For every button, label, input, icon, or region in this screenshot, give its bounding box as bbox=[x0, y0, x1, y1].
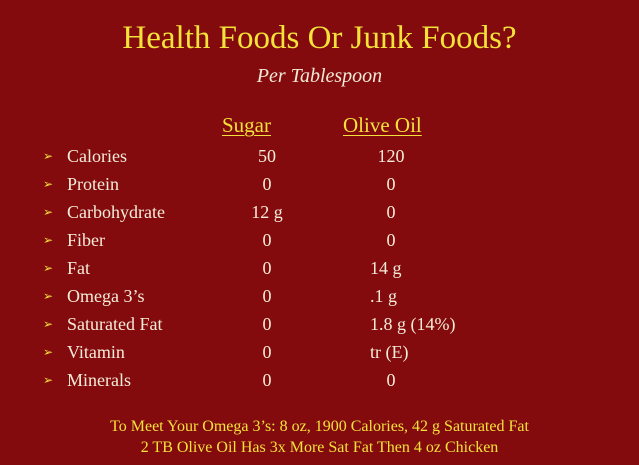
row-label: Vitamin bbox=[67, 342, 125, 362]
row-label: Carbohydrate bbox=[67, 202, 165, 222]
arrow-bullet-icon: ➢ bbox=[43, 345, 54, 359]
arrow-bullet-icon: ➢ bbox=[43, 177, 54, 191]
sugar-value: 0 bbox=[262, 230, 272, 250]
arrow-bullet-icon: ➢ bbox=[43, 233, 54, 247]
olive-oil-value: tr (E) bbox=[370, 342, 409, 362]
sugar-value: 0 bbox=[262, 342, 272, 362]
row-label: Calories bbox=[67, 146, 127, 166]
olive-oil-value: 120 bbox=[377, 146, 405, 166]
table-row: ➢ Fiber 0 0 bbox=[0, 226, 639, 254]
arrow-bullet-icon: ➢ bbox=[43, 289, 54, 303]
arrow-bullet-icon: ➢ bbox=[43, 317, 54, 331]
olive-oil-value: 1.8 g (14%) bbox=[370, 314, 456, 334]
arrow-bullet-icon: ➢ bbox=[43, 205, 54, 219]
table-row: ➢ Omega 3’s 0 .1 g bbox=[0, 282, 639, 310]
olive-oil-value: 0 bbox=[386, 230, 396, 250]
slide-title: Health Foods Or Junk Foods? bbox=[122, 20, 517, 56]
slide-subtitle: Per Tablespoon bbox=[256, 65, 383, 87]
arrow-bullet-icon: ➢ bbox=[43, 261, 54, 275]
row-label: Protein bbox=[67, 174, 119, 194]
table-row: ➢ Saturated Fat 0 1.8 g (14%) bbox=[0, 310, 639, 338]
table-row: ➢ Vitamin 0 tr (E) bbox=[0, 338, 639, 366]
row-label: Fat bbox=[67, 258, 91, 278]
footer-line-comparison: 2 TB Olive Oil Has 3x More Sat Fat Then … bbox=[140, 439, 499, 456]
row-label: Saturated Fat bbox=[67, 314, 163, 334]
olive-oil-value: 0 bbox=[386, 202, 396, 222]
column-header-olive-oil: Olive Oil bbox=[343, 113, 422, 137]
row-label: Minerals bbox=[67, 370, 131, 390]
footer-line-omega: To Meet Your Omega 3’s: 8 oz, 1900 Calor… bbox=[110, 418, 529, 435]
table-row: ➢ Minerals 0 0 bbox=[0, 366, 639, 394]
olive-oil-value: .1 g bbox=[370, 286, 397, 306]
olive-oil-value: 0 bbox=[386, 174, 396, 194]
olive-oil-value: 0 bbox=[386, 370, 396, 390]
sugar-value: 0 bbox=[262, 258, 272, 278]
row-label: Omega 3’s bbox=[67, 286, 145, 306]
nutrition-table: ➢ Calories 50 120 ➢ Protein 0 0 ➢ Carboh… bbox=[0, 142, 639, 394]
sugar-value: 0 bbox=[262, 314, 272, 334]
table-row: ➢ Carbohydrate 12 g 0 bbox=[0, 198, 639, 226]
sugar-value: 12 g bbox=[251, 202, 283, 222]
sugar-value: 0 bbox=[262, 370, 272, 390]
column-header-sugar: Sugar bbox=[222, 113, 271, 137]
sugar-value: 0 bbox=[262, 286, 272, 306]
table-row: ➢ Calories 50 120 bbox=[0, 142, 639, 170]
table-row: ➢ Fat 0 14 g bbox=[0, 254, 639, 282]
row-label: Fiber bbox=[67, 230, 105, 250]
olive-oil-value: 14 g bbox=[370, 258, 402, 278]
sugar-value: 50 bbox=[258, 146, 276, 166]
arrow-bullet-icon: ➢ bbox=[43, 149, 54, 163]
table-row: ➢ Protein 0 0 bbox=[0, 170, 639, 198]
sugar-value: 0 bbox=[262, 174, 272, 194]
arrow-bullet-icon: ➢ bbox=[43, 373, 54, 387]
